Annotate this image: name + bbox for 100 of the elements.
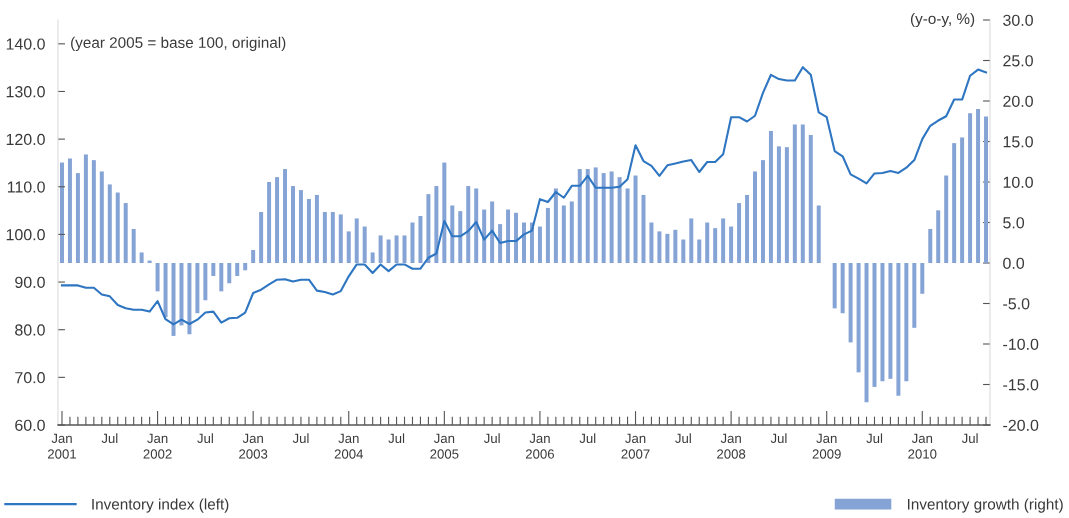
bar <box>418 216 423 263</box>
bar <box>888 263 893 379</box>
bar <box>976 109 981 263</box>
bar <box>91 160 96 263</box>
bar <box>880 263 885 382</box>
bar <box>275 177 280 263</box>
bar <box>490 201 495 263</box>
bar <box>561 205 566 263</box>
y2-tick-label: 15.0 <box>1003 136 1033 148</box>
x-tick-label: Jul <box>483 433 500 444</box>
bar <box>131 228 136 263</box>
bar <box>362 226 367 263</box>
bar <box>179 263 184 326</box>
bar <box>75 173 80 263</box>
bar <box>498 224 503 263</box>
bar <box>792 124 797 263</box>
bar <box>904 263 909 382</box>
bar <box>944 175 949 263</box>
bar <box>665 233 670 263</box>
bar <box>928 228 933 263</box>
y-tick-label: 140.0 <box>6 38 45 50</box>
bar <box>283 169 288 263</box>
bar <box>466 186 471 263</box>
y2-tick-label: -5.0 <box>1003 298 1030 310</box>
bar <box>370 252 375 263</box>
bar <box>697 239 702 263</box>
bar <box>251 250 256 263</box>
bar <box>577 169 582 263</box>
bar <box>402 235 407 263</box>
bar <box>298 190 303 263</box>
bar <box>314 194 319 263</box>
bar <box>67 158 72 263</box>
y2-tick-label: -15.0 <box>1003 379 1039 391</box>
bar <box>259 211 264 263</box>
x-tick-label: Jan 2006 <box>525 433 555 459</box>
x-tick-label: Jan 2001 <box>47 433 77 459</box>
y-tick-label: 80.0 <box>15 324 45 336</box>
x-tick-label: Jul <box>579 433 596 444</box>
bar <box>800 124 805 263</box>
bar <box>856 263 861 373</box>
y2-tick-label: -10.0 <box>1003 338 1039 350</box>
x-tick-label: Jul <box>866 433 883 444</box>
bar <box>346 231 351 263</box>
bar <box>952 143 957 263</box>
bar <box>338 214 343 263</box>
y-tick-label: 120.0 <box>6 133 45 146</box>
bar <box>354 218 359 263</box>
bar <box>617 177 622 263</box>
bar <box>705 222 710 263</box>
x-tick-label: Jul <box>292 433 309 444</box>
bar <box>394 235 399 263</box>
bar <box>99 171 104 263</box>
bar <box>737 203 742 263</box>
bar <box>267 182 272 263</box>
x-tick-label: Jan 2005 <box>430 433 459 459</box>
bar <box>330 211 335 263</box>
bar <box>522 222 526 263</box>
y-tick-label: 70.0 <box>15 371 45 384</box>
bar <box>713 228 718 263</box>
bar <box>139 252 144 263</box>
bar <box>458 211 463 263</box>
bar <box>227 263 232 284</box>
bar <box>219 263 224 292</box>
x-tick-label: Jul <box>770 433 787 444</box>
bar <box>745 194 750 263</box>
x-tick-label: Jan 2008 <box>717 433 746 459</box>
bar <box>322 211 327 263</box>
x-tick-label: Jul <box>101 433 118 444</box>
bar <box>83 154 88 263</box>
x-tick-label: Jul <box>388 433 405 444</box>
bar <box>59 162 64 263</box>
bar <box>896 263 901 396</box>
bar <box>681 239 686 263</box>
bar <box>633 175 638 263</box>
bar <box>195 263 200 314</box>
bar <box>984 116 989 263</box>
y2-tick-label: -20.0 <box>1003 419 1039 431</box>
bar <box>474 188 479 263</box>
bar <box>306 199 311 263</box>
bar <box>115 192 120 263</box>
bar <box>641 194 646 263</box>
y-tick-label: 130.0 <box>6 86 45 98</box>
bar <box>721 218 726 263</box>
bar <box>776 146 781 263</box>
bar <box>960 137 965 263</box>
y2-axis-title: (y-o-y, %) <box>910 12 975 28</box>
x-tick-label: Jan 2002 <box>143 433 172 459</box>
y2-tick-label: 30.0 <box>1003 14 1033 26</box>
x-tick-label: Jul <box>675 433 691 444</box>
bar <box>585 169 590 263</box>
bar <box>689 218 694 263</box>
bar <box>482 209 487 263</box>
bar <box>912 263 917 328</box>
bar <box>123 203 128 263</box>
legend-label: Inventory index (left) <box>92 498 229 513</box>
bar <box>808 135 813 263</box>
bar <box>569 201 574 263</box>
y2-tick-label: 0.0 <box>1003 257 1025 269</box>
x-tick-label: Jan 2003 <box>239 433 268 459</box>
bar <box>920 263 925 294</box>
